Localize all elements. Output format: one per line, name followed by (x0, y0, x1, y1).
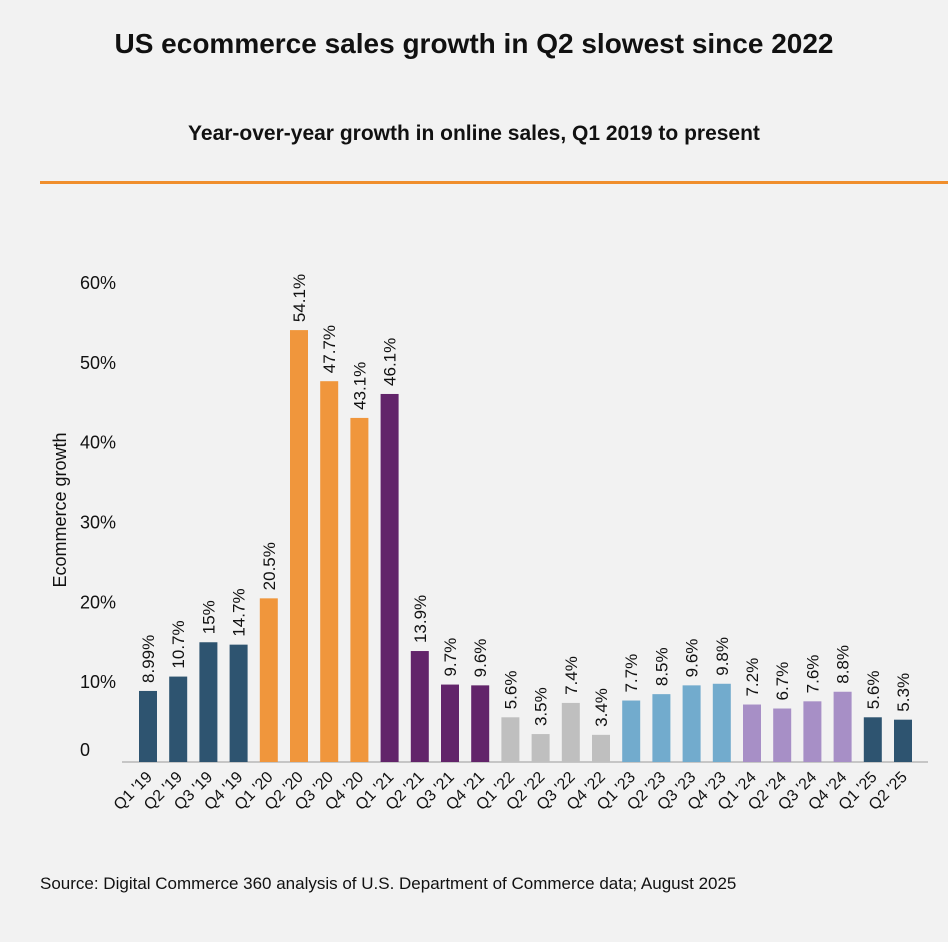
bar (894, 719, 912, 762)
y-tick-label: 0 (80, 740, 90, 760)
bar (592, 734, 610, 762)
chart-subtitle: Year-over-year growth in online sales, Q… (188, 122, 760, 145)
chart-title: US ecommerce sales growth in Q2 slowest … (114, 28, 834, 59)
bar-value-label: 9.7% (441, 638, 460, 677)
y-tick-label: 30% (80, 513, 116, 533)
bar-value-label: 8.99% (139, 635, 158, 683)
bar-value-label: 8.5% (652, 647, 671, 686)
bar (682, 685, 701, 762)
bar (561, 702, 580, 762)
bar (229, 644, 248, 762)
bar-value-label: 5.3% (894, 673, 913, 712)
bar (169, 676, 188, 762)
bar-value-label: 14.7% (230, 588, 249, 636)
bar (501, 717, 520, 762)
bar (803, 701, 822, 762)
bar (743, 704, 761, 762)
bar (471, 685, 490, 762)
bar-data-labels: 8.99% 10.7% 15% 14.7% 20.5% 54.1% 47.7% 43.1% 46… (139, 274, 913, 727)
bar (350, 417, 369, 762)
bar-value-label: 7.7% (622, 654, 641, 693)
y-tick-label: 40% (80, 433, 116, 453)
bar (441, 684, 459, 762)
bar-value-label: 3.5% (532, 687, 551, 726)
bar (622, 700, 641, 762)
bar (139, 690, 157, 762)
bar (380, 393, 399, 762)
bar-value-label: 47.7% (320, 325, 339, 373)
bar-value-label: 7.4% (562, 656, 581, 695)
y-axis-label: Ecommerce growth (50, 432, 70, 587)
bar-value-label: 6.7% (773, 662, 792, 701)
bar (712, 683, 731, 762)
bar-value-label: 7.6% (803, 655, 822, 694)
bar-value-label: 54.1% (290, 274, 309, 322)
y-tick-label: 10% (80, 672, 116, 692)
bar-value-label: 10.7% (169, 620, 188, 668)
bar (833, 691, 852, 762)
bar-value-label: 5.6% (864, 671, 883, 710)
bar-value-label: 15% (199, 600, 218, 634)
bar-value-label: 8.8% (834, 645, 853, 684)
accent-divider (40, 181, 948, 184)
bar (199, 642, 218, 762)
bar-series (139, 330, 912, 762)
bar-value-label: 43.1% (350, 362, 369, 410)
bar-value-label: 20.5% (260, 542, 279, 590)
bar-value-label: 46.1% (381, 338, 400, 386)
y-axis-ticks: 0 10% 20% 30% 40% 50% 60% (80, 273, 116, 760)
bar (320, 381, 339, 762)
bar (259, 598, 278, 762)
bar-value-label: 9.6% (683, 639, 702, 678)
y-tick-label: 60% (80, 273, 116, 293)
bar (410, 651, 429, 762)
bar-value-label: 9.8% (713, 637, 732, 676)
bar-value-label: 9.6% (471, 639, 490, 678)
bar (863, 717, 882, 762)
bar-value-label: 3.4% (592, 688, 611, 727)
bar (531, 734, 550, 762)
bar (290, 330, 308, 762)
bar-value-label: 5.6% (501, 671, 520, 710)
source-note: Source: Digital Commerce 360 analysis of… (40, 874, 737, 893)
bar (773, 708, 792, 762)
bar-value-label: 7.2% (743, 658, 762, 697)
bar-value-label: 13.9% (411, 595, 430, 643)
bar (652, 694, 671, 762)
y-tick-label: 20% (80, 592, 116, 612)
y-tick-label: 50% (80, 353, 116, 373)
